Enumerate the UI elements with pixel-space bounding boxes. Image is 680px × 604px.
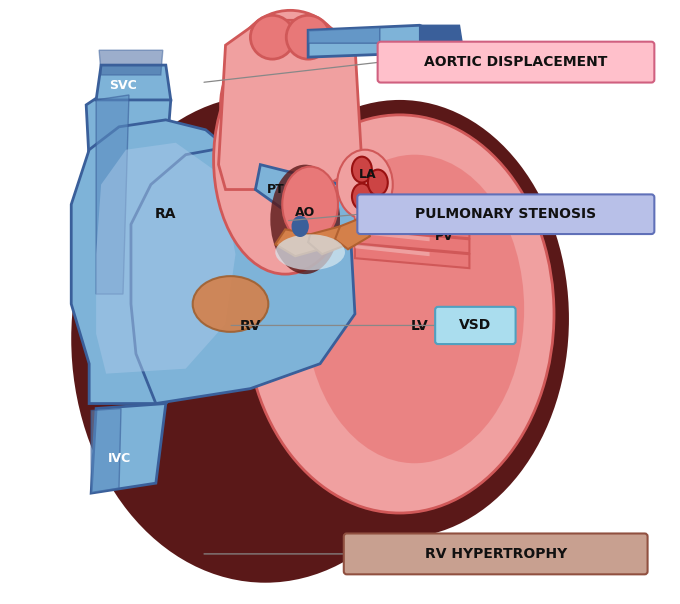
Polygon shape bbox=[308, 226, 348, 254]
Polygon shape bbox=[71, 120, 256, 403]
Polygon shape bbox=[355, 244, 469, 268]
FancyBboxPatch shape bbox=[435, 307, 515, 344]
Polygon shape bbox=[96, 65, 171, 100]
Ellipse shape bbox=[220, 35, 350, 175]
Polygon shape bbox=[355, 244, 430, 256]
Ellipse shape bbox=[250, 15, 294, 59]
Polygon shape bbox=[131, 145, 355, 403]
FancyBboxPatch shape bbox=[377, 42, 654, 83]
Ellipse shape bbox=[275, 234, 345, 270]
Text: PULMONARY STENOSIS: PULMONARY STENOSIS bbox=[415, 207, 596, 221]
Ellipse shape bbox=[71, 95, 460, 583]
Polygon shape bbox=[335, 216, 370, 249]
Ellipse shape bbox=[305, 155, 524, 463]
Polygon shape bbox=[308, 25, 460, 57]
Polygon shape bbox=[355, 214, 430, 226]
Text: PT: PT bbox=[267, 183, 284, 196]
Text: LV: LV bbox=[411, 319, 428, 333]
Ellipse shape bbox=[352, 184, 372, 210]
Text: SVC: SVC bbox=[109, 79, 137, 91]
Polygon shape bbox=[420, 25, 464, 57]
Ellipse shape bbox=[235, 10, 345, 120]
Ellipse shape bbox=[368, 170, 388, 196]
Polygon shape bbox=[256, 165, 390, 239]
Ellipse shape bbox=[337, 150, 393, 219]
Text: AORTIC DISPLACEMENT: AORTIC DISPLACEMENT bbox=[424, 55, 608, 69]
Polygon shape bbox=[355, 230, 430, 241]
Ellipse shape bbox=[192, 276, 269, 332]
Ellipse shape bbox=[231, 100, 569, 538]
Text: VSD: VSD bbox=[459, 318, 492, 332]
Polygon shape bbox=[86, 85, 171, 294]
Text: RV HYPERTROPHY: RV HYPERTROPHY bbox=[424, 547, 567, 561]
FancyBboxPatch shape bbox=[344, 533, 647, 574]
Polygon shape bbox=[99, 50, 163, 75]
Ellipse shape bbox=[292, 216, 308, 236]
Polygon shape bbox=[308, 27, 380, 43]
Text: AO: AO bbox=[295, 206, 316, 219]
Ellipse shape bbox=[245, 115, 554, 513]
FancyBboxPatch shape bbox=[357, 194, 654, 234]
Text: IVC: IVC bbox=[107, 452, 131, 464]
Polygon shape bbox=[355, 230, 469, 253]
Polygon shape bbox=[96, 95, 129, 294]
Text: PV: PV bbox=[435, 230, 454, 243]
Ellipse shape bbox=[286, 15, 330, 59]
Ellipse shape bbox=[282, 167, 338, 242]
Polygon shape bbox=[355, 214, 469, 239]
Ellipse shape bbox=[201, 339, 460, 538]
Text: RA: RA bbox=[155, 207, 177, 222]
Text: LA: LA bbox=[359, 168, 377, 181]
Ellipse shape bbox=[352, 156, 372, 182]
Polygon shape bbox=[218, 21, 362, 190]
Ellipse shape bbox=[214, 45, 357, 274]
Ellipse shape bbox=[271, 165, 340, 274]
Polygon shape bbox=[96, 143, 235, 374]
Polygon shape bbox=[91, 408, 121, 493]
Polygon shape bbox=[91, 403, 166, 493]
Text: RV: RV bbox=[239, 319, 261, 333]
Polygon shape bbox=[275, 230, 320, 256]
